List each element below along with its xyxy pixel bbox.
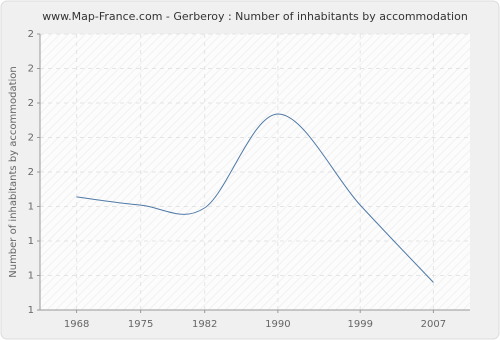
x-tick-label: 1968	[64, 319, 89, 330]
x-tick-label: 1999	[347, 319, 372, 330]
x-tick-label: 1990	[265, 319, 290, 330]
y-tick-label: 2	[28, 98, 34, 109]
x-tick-label: 2007	[421, 319, 446, 330]
x-tick-label: 1982	[192, 319, 217, 330]
y-axis-label: Number of inhabitants by accommodation	[8, 66, 19, 278]
y-tick-label: 2	[28, 167, 34, 178]
y-tick-label: 1	[28, 305, 34, 316]
y-tick-label: 1	[28, 202, 34, 213]
data-line	[76, 113, 434, 283]
x-tick-label: 1975	[128, 319, 153, 330]
plot-area	[40, 34, 470, 310]
y-tick-label: 2	[28, 64, 34, 75]
y-tick-label: 1	[28, 236, 34, 247]
y-tick-label: 2	[28, 29, 34, 40]
y-tick-label: 2	[28, 133, 34, 144]
y-tick-label: 1	[28, 271, 34, 282]
chart-title: www.Map-France.com - Gerberoy : Number o…	[42, 10, 468, 23]
